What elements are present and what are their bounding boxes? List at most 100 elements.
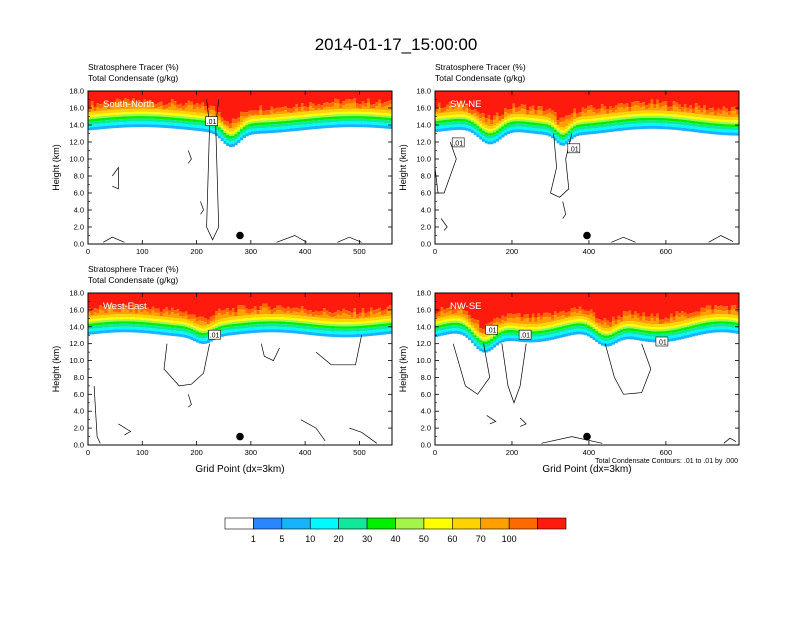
- tracer-cell: [662, 327, 665, 329]
- tracer-cell: [499, 126, 502, 128]
- tracer-cell: [700, 319, 703, 321]
- tracer-cell: [631, 114, 634, 116]
- tracer-cell: [102, 330, 105, 333]
- tracer-cell: [367, 323, 370, 325]
- tracer-cell: [174, 123, 177, 126]
- tracer-cell: [598, 118, 601, 120]
- tracer-cell: [306, 324, 309, 327]
- tracer-cell: [212, 129, 215, 132]
- tracer-cell: [295, 125, 298, 128]
- tracer-cell: [543, 117, 546, 120]
- tracer-cell: [364, 109, 367, 112]
- tracer-cell: [557, 138, 560, 141]
- tracer-cell: [640, 335, 643, 338]
- tracer-cell: [337, 334, 340, 337]
- tracer-cell: [268, 115, 271, 118]
- tracer-cell: [656, 118, 659, 121]
- tracer-cell: [328, 293, 331, 312]
- tracer-cell: [328, 119, 331, 122]
- tracer-cell: [149, 323, 152, 326]
- tracer-cell: [348, 324, 351, 326]
- tracer-cell: [207, 293, 210, 320]
- tracer-cell: [479, 343, 482, 346]
- tracer-cell: [326, 293, 329, 311]
- tracer-cell: [620, 335, 623, 338]
- tracer-cell: [722, 122, 725, 124]
- tracer-cell: [246, 318, 249, 320]
- tracer-cell: [620, 321, 623, 322]
- tracer-cell: [105, 313, 108, 315]
- tracer-cell: [91, 323, 94, 326]
- tracer-cell: [700, 120, 703, 122]
- x-tick-label: 100: [136, 448, 149, 457]
- tracer-cell: [190, 122, 193, 125]
- colorbar-cell: [310, 518, 338, 529]
- tracer-cell: [381, 315, 384, 317]
- tracer-cell: [312, 312, 315, 316]
- tracer-cell: [642, 111, 645, 114]
- tracer-cell: [309, 127, 312, 130]
- tracer-cell: [733, 325, 736, 328]
- tracer-cell: [364, 323, 367, 325]
- tracer-cell: [339, 332, 342, 335]
- tracer-cell: [185, 119, 188, 122]
- tracer-cell: [251, 132, 254, 135]
- tracer-cell: [328, 122, 331, 125]
- tracer-cell: [634, 293, 637, 311]
- tracer-cell: [295, 116, 298, 118]
- tracer-cell: [642, 293, 645, 313]
- tracer-cell: [725, 130, 728, 133]
- tracer-cell: [240, 319, 243, 321]
- tracer-cell: [479, 346, 482, 349]
- tracer-cell: [485, 342, 488, 345]
- tracer-cell: [601, 321, 604, 325]
- tracer-cell: [257, 115, 260, 116]
- tracer-cell: [287, 123, 290, 126]
- tracer-cell: [722, 327, 725, 330]
- tracer-cell: [490, 139, 493, 142]
- tracer-cell: [725, 321, 728, 324]
- tracer-cell: [359, 114, 362, 116]
- tracer-cell: [201, 123, 204, 126]
- tracer-cell: [171, 325, 174, 328]
- tracer-cell: [485, 122, 488, 125]
- tracer-cell: [463, 323, 466, 325]
- tracer-cell: [174, 314, 177, 318]
- tracer-cell: [265, 293, 268, 304]
- tracer-cell: [576, 113, 579, 117]
- tracer-cell: [714, 319, 717, 321]
- tracer-cell: [154, 319, 157, 321]
- tracer-cell: [160, 109, 163, 112]
- tracer-cell: [717, 306, 720, 310]
- tracer-cell: [107, 118, 110, 121]
- tracer-cell: [543, 317, 546, 323]
- tracer-cell: [559, 134, 562, 137]
- tracer-cell: [714, 309, 717, 314]
- tracer-cell: [515, 91, 518, 108]
- tracer-cell: [598, 331, 601, 333]
- tracer-cell: [617, 128, 620, 131]
- tracer-cell: [515, 336, 518, 339]
- tracer-cell: [240, 309, 243, 316]
- tracer-cell: [725, 306, 728, 310]
- tracer-cell: [659, 126, 662, 129]
- tracer-cell: [94, 312, 97, 316]
- tracer-cell: [507, 336, 510, 339]
- tracer-cell: [468, 332, 471, 335]
- tracer-cell: [196, 317, 199, 321]
- tracer-cell: [540, 333, 543, 336]
- tracer-cell: [99, 114, 102, 116]
- tracer-cell: [532, 106, 535, 110]
- tracer-cell: [479, 118, 482, 121]
- tracer-cell: [637, 121, 640, 124]
- tracer-cell: [226, 312, 229, 317]
- tracer-cell: [488, 129, 491, 131]
- tracer-cell: [317, 91, 320, 104]
- tracer-cell: [356, 114, 359, 116]
- tracer-cell: [504, 333, 507, 336]
- tracer-cell: [612, 293, 615, 317]
- tracer-cell: [240, 122, 243, 125]
- tracer-cell: [218, 117, 221, 120]
- tracer-cell: [193, 115, 196, 117]
- tracer-cell: [157, 125, 160, 128]
